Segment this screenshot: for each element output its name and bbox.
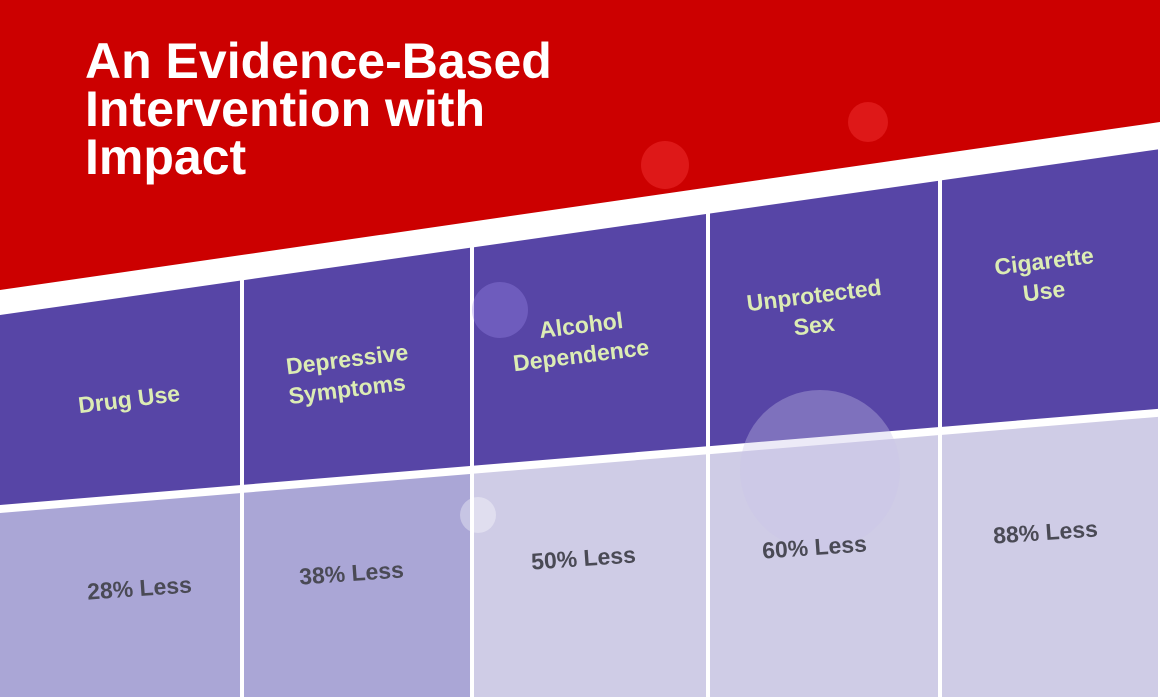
decor-figures bbox=[460, 102, 900, 550]
value-cell bbox=[0, 493, 240, 697]
red-banner bbox=[0, 0, 1160, 290]
header-cell bbox=[942, 149, 1158, 427]
title-line: Impact bbox=[85, 129, 247, 185]
value-cell bbox=[710, 435, 938, 697]
header-cell bbox=[474, 214, 706, 466]
value-cell bbox=[474, 454, 706, 697]
value-cell bbox=[942, 416, 1158, 697]
header-cell bbox=[244, 247, 470, 485]
title-line: Intervention with bbox=[85, 81, 485, 137]
header-cell bbox=[0, 280, 240, 505]
header-cell bbox=[710, 180, 938, 447]
value-cell bbox=[244, 473, 470, 697]
risk-label: Sex bbox=[792, 310, 836, 341]
title-line: An Evidence-Based bbox=[85, 33, 552, 89]
risk-label: Use bbox=[1021, 276, 1066, 307]
